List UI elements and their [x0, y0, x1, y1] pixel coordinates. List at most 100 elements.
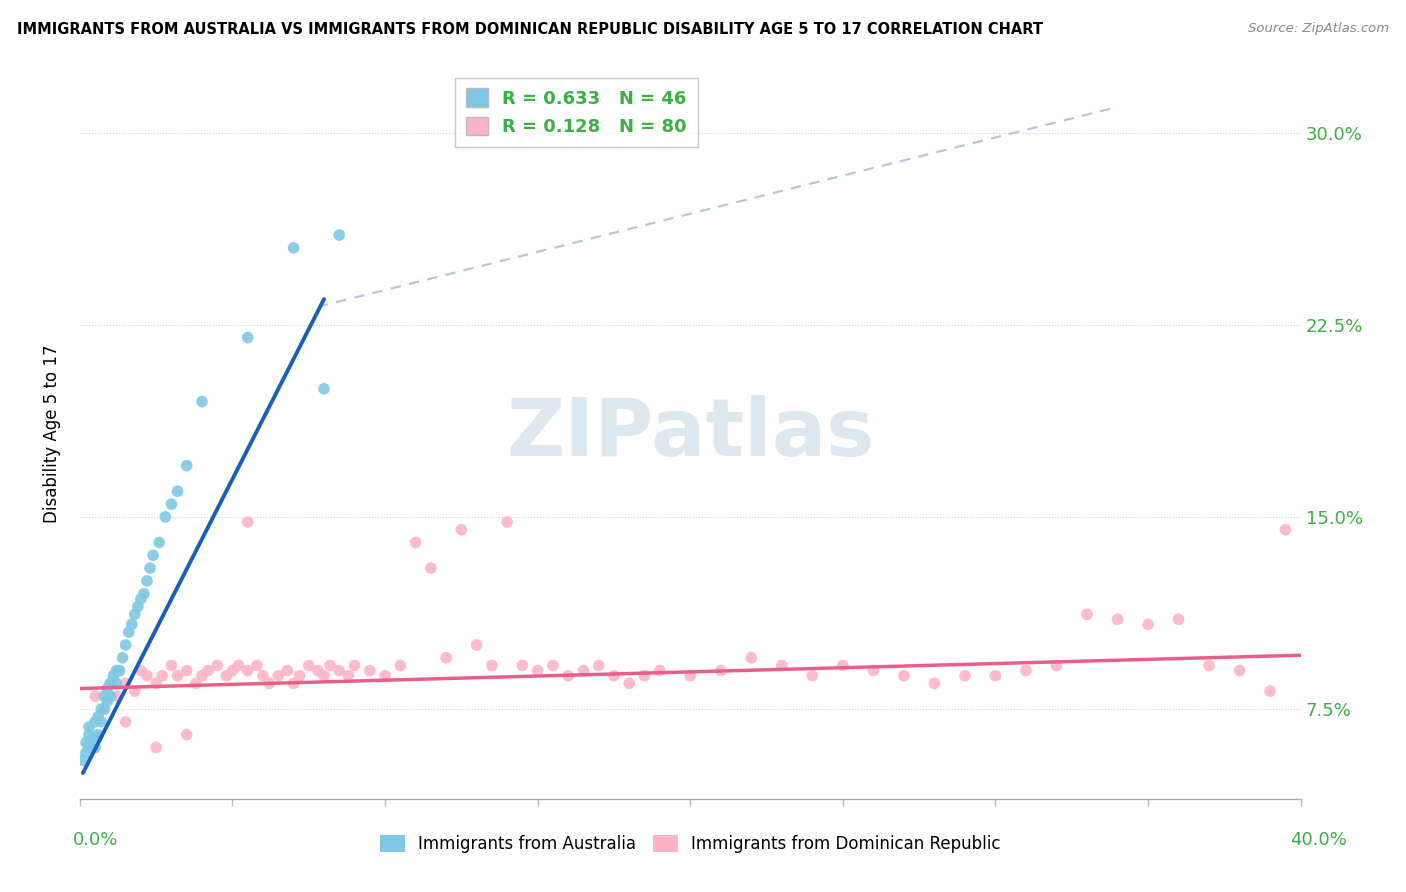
Point — [77, 728, 100, 742]
Point — [319, 658, 342, 673]
Point — [139, 561, 162, 575]
Point — [1274, 523, 1296, 537]
Point — [298, 658, 321, 673]
Point — [145, 740, 167, 755]
Point — [114, 638, 136, 652]
Point — [93, 690, 115, 704]
Point — [87, 709, 110, 723]
Point — [1258, 684, 1281, 698]
Point — [136, 574, 159, 588]
Point — [100, 676, 122, 690]
Point — [80, 740, 103, 755]
Point — [118, 625, 141, 640]
Point — [93, 702, 115, 716]
Point — [953, 669, 976, 683]
Point — [512, 658, 534, 673]
Point — [96, 681, 118, 696]
Point — [252, 669, 274, 683]
Point — [405, 535, 427, 549]
Point — [619, 676, 641, 690]
Point — [588, 658, 610, 673]
Point — [114, 714, 136, 729]
Point — [328, 664, 350, 678]
Point — [129, 591, 152, 606]
Point — [648, 664, 671, 678]
Point — [893, 669, 915, 683]
Point — [228, 658, 250, 673]
Point — [121, 617, 143, 632]
Point — [267, 669, 290, 683]
Point — [184, 676, 207, 690]
Point — [1076, 607, 1098, 622]
Point — [236, 664, 259, 678]
Point — [236, 515, 259, 529]
Point — [93, 702, 115, 716]
Point — [276, 664, 298, 678]
Point — [75, 735, 97, 749]
Point — [100, 690, 122, 704]
Point — [831, 658, 853, 673]
Point — [572, 664, 595, 678]
Point — [160, 497, 183, 511]
Point — [176, 728, 198, 742]
Point — [129, 664, 152, 678]
Point — [465, 638, 488, 652]
Point — [283, 241, 305, 255]
Text: 40.0%: 40.0% — [1291, 831, 1347, 849]
Point — [148, 535, 170, 549]
Point — [1107, 612, 1129, 626]
Point — [111, 650, 134, 665]
Text: IMMIGRANTS FROM AUSTRALIA VS IMMIGRANTS FROM DOMINICAN REPUBLIC DISABILITY AGE 5: IMMIGRANTS FROM AUSTRALIA VS IMMIGRANTS … — [17, 22, 1043, 37]
Point — [108, 664, 131, 678]
Point — [337, 669, 360, 683]
Text: Source: ZipAtlas.com: Source: ZipAtlas.com — [1249, 22, 1389, 36]
Point — [127, 599, 149, 614]
Point — [150, 669, 173, 683]
Point — [96, 694, 118, 708]
Point — [359, 664, 381, 678]
Point — [142, 549, 165, 563]
Point — [1015, 664, 1038, 678]
Point — [114, 676, 136, 690]
Point — [633, 669, 655, 683]
Point — [1229, 664, 1251, 678]
Point — [984, 669, 1007, 683]
Point — [166, 669, 188, 683]
Point — [434, 650, 457, 665]
Text: 0.0%: 0.0% — [73, 831, 118, 849]
Point — [105, 676, 128, 690]
Point — [862, 664, 884, 678]
Point — [191, 669, 214, 683]
Point — [1137, 617, 1160, 632]
Point — [105, 690, 128, 704]
Point — [77, 720, 100, 734]
Point — [603, 669, 626, 683]
Point — [100, 676, 122, 690]
Point — [132, 587, 155, 601]
Point — [288, 669, 311, 683]
Point — [541, 658, 564, 673]
Point — [679, 669, 702, 683]
Point — [801, 669, 824, 683]
Point — [257, 676, 280, 690]
Point — [496, 515, 519, 529]
Point — [87, 728, 110, 742]
Point — [136, 669, 159, 683]
Point — [343, 658, 366, 673]
Point — [191, 394, 214, 409]
Point — [526, 664, 548, 678]
Point — [1198, 658, 1220, 673]
Point — [481, 658, 503, 673]
Point — [710, 664, 733, 678]
Point — [90, 702, 112, 716]
Point — [105, 664, 128, 678]
Point — [80, 732, 103, 747]
Point — [419, 561, 441, 575]
Point — [1045, 658, 1067, 673]
Point — [1167, 612, 1189, 626]
Point — [374, 669, 396, 683]
Point — [84, 714, 107, 729]
Point — [124, 607, 146, 622]
Point — [103, 669, 125, 683]
Point — [160, 658, 183, 673]
